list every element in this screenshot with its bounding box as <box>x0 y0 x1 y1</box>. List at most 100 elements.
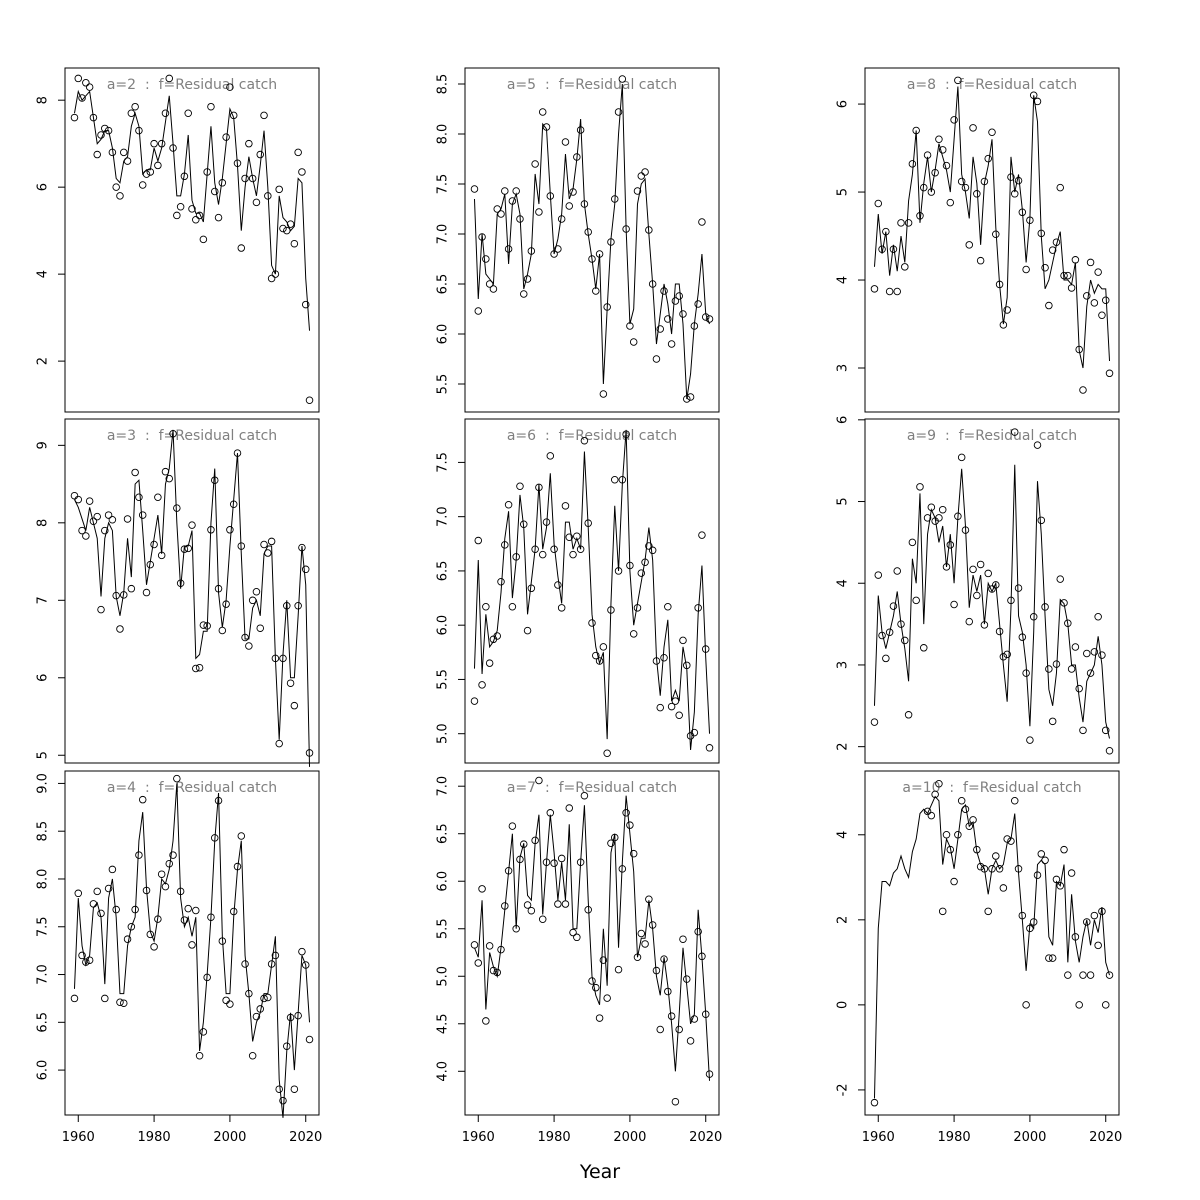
x-tick-label: 1980 <box>138 1130 171 1145</box>
observed-point <box>504 500 513 509</box>
x-tick-label: 2020 <box>1089 1130 1122 1145</box>
panel-frame <box>64 418 320 764</box>
observed-point <box>641 168 649 176</box>
observed-point <box>1064 271 1072 280</box>
observed-point <box>290 1085 299 1093</box>
observed-point <box>116 625 124 633</box>
observed-point <box>874 199 883 208</box>
observed-point <box>127 923 136 931</box>
panel-frame <box>864 770 1120 1116</box>
y-tick-label: 7.0 <box>436 776 451 797</box>
x-tick-label: 2000 <box>613 1130 646 1145</box>
observed-point <box>927 811 936 820</box>
observed-point <box>1086 971 1095 979</box>
observed-point <box>527 906 536 915</box>
observed-point <box>565 202 574 210</box>
observed-point <box>557 604 566 612</box>
observed-point <box>618 75 627 83</box>
observed-point <box>965 822 974 831</box>
observed-point <box>984 907 992 916</box>
observed-point <box>1045 665 1053 673</box>
observed-point <box>1079 971 1087 979</box>
panel: a=9 : f=Residual catch 2 3 4 5 6 <box>836 416 1120 764</box>
observed-point <box>938 907 947 916</box>
observed-point <box>199 621 208 629</box>
observed-point <box>485 659 494 667</box>
panel-title: a=10 : f=Residual catch <box>902 780 1081 796</box>
observed-point <box>1041 263 1049 272</box>
y-tick-label: 4 <box>836 276 851 284</box>
observed-point <box>78 951 86 960</box>
observed-point <box>1071 643 1080 651</box>
observed-point <box>565 804 574 812</box>
observed-point <box>965 241 974 249</box>
observed-point <box>535 208 543 216</box>
observed-point <box>538 550 547 559</box>
observed-point <box>301 565 310 574</box>
observed-point <box>603 749 611 757</box>
observed-point <box>667 340 676 348</box>
y-tick-label: 8 <box>36 96 51 104</box>
observed-point <box>267 274 276 283</box>
y-tick-label: 7 <box>36 596 51 604</box>
y-tick-label: 7.0 <box>436 506 451 527</box>
panel-title: a=9 : f=Residual catch <box>907 428 1077 444</box>
observed-point <box>199 1028 208 1036</box>
observed-point <box>157 870 166 878</box>
observed-point <box>622 809 630 817</box>
observed-point <box>74 74 83 83</box>
observed-point <box>516 482 524 491</box>
observed-point <box>275 185 283 194</box>
fitted-line <box>473 83 710 400</box>
observed-point <box>493 632 501 640</box>
observed-point <box>565 533 574 542</box>
observed-point <box>154 493 162 502</box>
observed-point <box>138 511 147 519</box>
observed-point <box>610 476 619 484</box>
observed-point <box>245 642 253 650</box>
observed-point <box>161 109 170 117</box>
observed-point <box>679 935 687 943</box>
observed-point <box>995 865 1004 873</box>
observed-point <box>1067 869 1076 877</box>
observed-point <box>70 994 79 1003</box>
observed-point <box>870 285 879 293</box>
observed-point <box>104 884 113 893</box>
observed-point <box>599 956 608 964</box>
observed-point <box>192 216 200 224</box>
observed-point <box>237 244 246 252</box>
observed-point <box>298 168 306 176</box>
observed-point <box>1105 971 1114 979</box>
observed-point <box>70 113 79 122</box>
observed-point <box>957 797 966 805</box>
observed-point <box>984 154 992 163</box>
y-tick-label: 6.0 <box>436 324 451 345</box>
observed-point <box>901 636 909 645</box>
observed-point <box>104 511 113 519</box>
observed-point <box>298 947 306 956</box>
observed-point <box>127 584 136 593</box>
observed-point <box>916 483 924 491</box>
y-tick-label: 5 <box>836 497 851 505</box>
observed-point <box>614 108 623 116</box>
observed-point <box>935 780 943 788</box>
fitted-line <box>873 86 1111 369</box>
observed-point <box>588 619 596 627</box>
observed-point <box>992 852 1000 860</box>
observed-point <box>520 290 528 298</box>
observed-point <box>226 1000 234 1008</box>
observed-point <box>108 865 117 874</box>
observed-point <box>954 76 962 85</box>
observed-point <box>1079 726 1087 735</box>
observed-point <box>188 205 196 213</box>
x-tick-label: 1960 <box>462 1130 495 1145</box>
observed-point <box>645 542 653 550</box>
y-tick-label: 9.0 <box>36 773 51 794</box>
observed-point <box>82 532 90 540</box>
x-tick-label: 2020 <box>289 1130 322 1145</box>
observed-point <box>195 663 204 672</box>
observed-point <box>123 515 132 523</box>
y-tick-label: 5 <box>836 188 851 196</box>
observed-point <box>599 390 608 398</box>
